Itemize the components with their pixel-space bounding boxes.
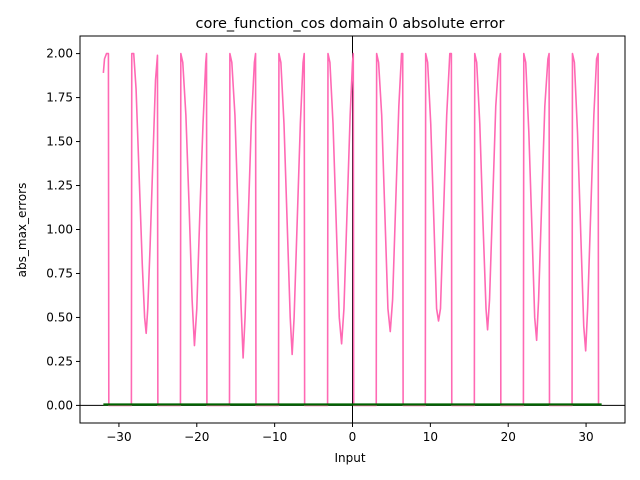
y-tick-label: 1.75 — [46, 91, 73, 105]
x-tick-label: −20 — [184, 430, 209, 444]
series-line-0 — [102, 52, 600, 407]
y-tick-label: 1.00 — [46, 223, 73, 237]
y-tick-label: 0.50 — [46, 310, 73, 324]
x-tick-label: −10 — [262, 430, 287, 444]
y-tick-label: 1.25 — [46, 179, 73, 193]
y-tick-label: 0.00 — [46, 398, 73, 412]
y-tick-label: 0.75 — [46, 266, 73, 280]
y-axis-label: abs_max_errors — [15, 183, 29, 278]
x-tick-label: 20 — [501, 430, 516, 444]
y-tick-label: 2.00 — [46, 47, 73, 61]
axes: −30 −20 −10 0 10 20 30 0.00 0.25 0.50 0.75 1.00 1.25… — [46, 35, 626, 444]
x-tick-label: 30 — [578, 430, 593, 444]
x-tick-label: 0 — [349, 430, 357, 444]
y-tick-label: 0.25 — [46, 354, 73, 368]
x-tick-label: 10 — [423, 430, 438, 444]
chart-title: core_function_cos domain 0 absolute erro… — [196, 16, 505, 32]
plot-area — [80, 36, 625, 423]
x-tick-label: −30 — [106, 430, 131, 444]
x-axis-label: Input — [334, 451, 365, 465]
y-tick-label: 1.50 — [46, 135, 73, 149]
